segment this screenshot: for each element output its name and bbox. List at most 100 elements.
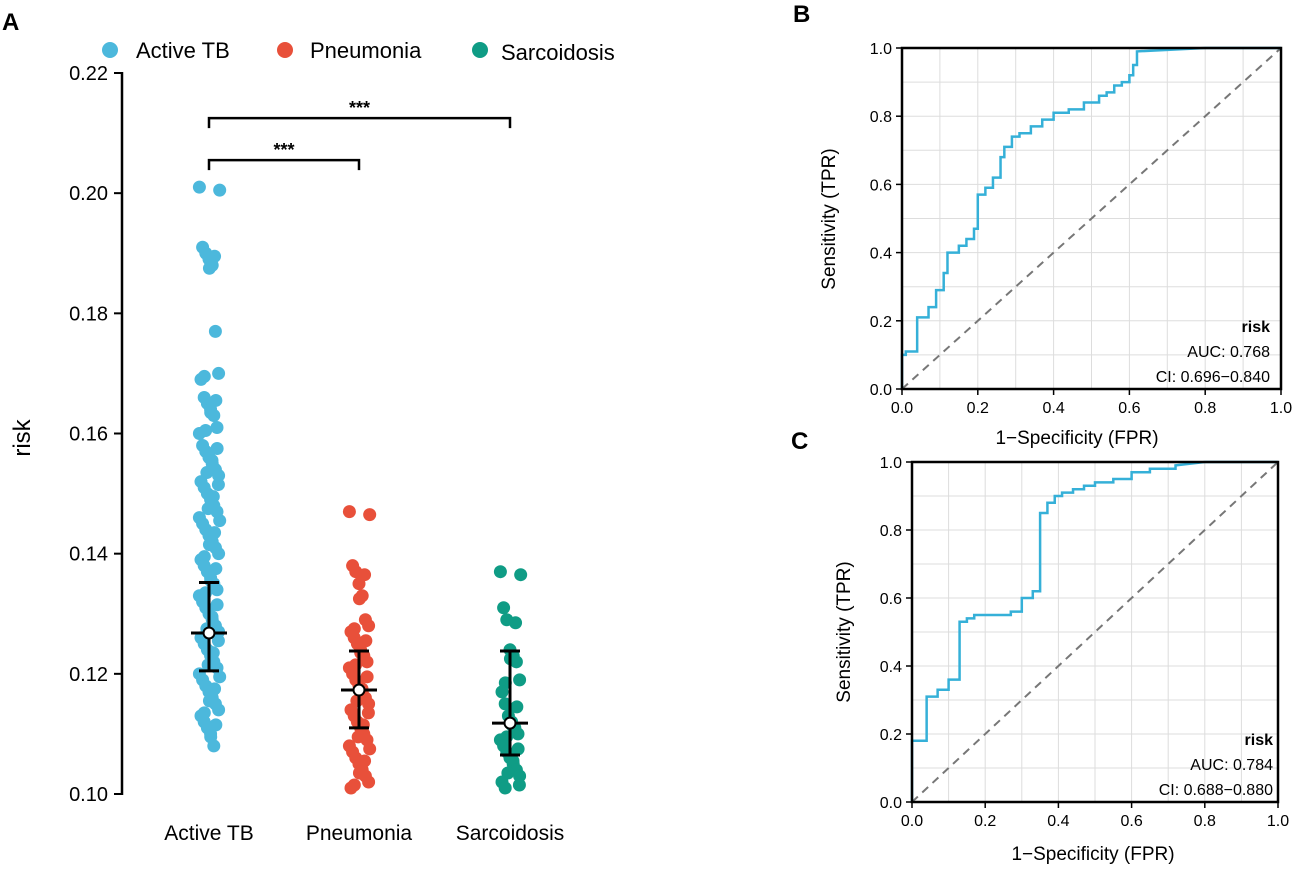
- auc-label: AUC: 0.784: [1190, 757, 1273, 774]
- y-tick-label: 0.0: [870, 382, 892, 399]
- y-axis-ticks: 0.0 0.2 0.4 0.6 0.8 1.0: [880, 455, 912, 812]
- y-tick-label: 0.2: [880, 727, 902, 744]
- x-tick-label: 0.4: [1047, 813, 1069, 830]
- grid: [911, 461, 1279, 803]
- median-marker-pneumonia: [352, 683, 366, 697]
- data-point-sarcoidosis: [513, 769, 527, 783]
- legend-title: risk: [1245, 732, 1274, 749]
- data-point-sarcoidosis: [509, 655, 523, 669]
- data-point-active-tb: [213, 514, 227, 528]
- median-marker-sarcoidosis: [503, 716, 517, 730]
- x-tick-label: Sarcoidosis: [456, 822, 565, 845]
- legend-marker-pneumonia: [277, 42, 293, 58]
- significance-label: ***: [349, 98, 370, 118]
- y-tick-label: 1.0: [870, 41, 892, 58]
- data-point-sarcoidosis: [498, 697, 512, 711]
- y-tick-label: 0.8: [870, 109, 892, 126]
- data-point-active-tb: [212, 366, 226, 380]
- x-tick-label: 0.2: [974, 813, 996, 830]
- data-point-sarcoidosis: [514, 568, 528, 582]
- plot-frame: [900, 46, 1283, 391]
- data-point-active-tb: [211, 634, 225, 648]
- x-axis-ticks: 0.0 0.2 0.4 0.6 0.8 1.0: [901, 802, 1289, 830]
- y-tick-label: 0.8: [880, 523, 902, 540]
- legend-label-active-tb: Active TB: [136, 38, 230, 63]
- x-tick-label: Active TB: [164, 822, 253, 845]
- y-axis-ticks: 0.10 0.12 0.14 0.16 0.18 0.20 0.22: [69, 63, 122, 806]
- ci-label: CI: 0.688−0.880: [1159, 782, 1273, 799]
- y-tick-label: 0.16: [69, 424, 108, 446]
- data-point-active-tb: [213, 670, 227, 684]
- data-point-pneumonia: [363, 508, 377, 522]
- data-point-sarcoidosis: [509, 616, 523, 630]
- significance-label: ***: [273, 140, 294, 160]
- median-marker-active-tb: [202, 626, 216, 640]
- x-axis-label: 1−Specificity (FPR): [1011, 844, 1174, 865]
- legend: Active TB Pneumonia Sarcoidosis: [102, 38, 615, 65]
- data-point-active-tb: [210, 442, 224, 456]
- y-tick-label: 0.4: [870, 246, 892, 263]
- panel-label-a: A: [2, 9, 19, 36]
- x-tick-label: 0.8: [1194, 813, 1216, 830]
- chance-diagonal: [901, 47, 1282, 390]
- data-point-sarcoidosis: [511, 727, 525, 741]
- data-point-sarcoidosis: [497, 601, 511, 615]
- panel-a-dot-plot: Active TB Pneumonia Sarcoidosis 0.10 0.12…: [9, 38, 615, 845]
- data-point-sarcoidosis: [510, 700, 524, 714]
- y-axis-label: Sensitivity (TPR): [819, 148, 840, 289]
- x-axis-category-labels: Active TB Pneumonia Sarcoidosis: [164, 822, 564, 845]
- y-tick-label: 0.2: [870, 314, 892, 331]
- data-point-pneumonia: [361, 706, 375, 720]
- y-tick-label: 0.10: [69, 784, 108, 806]
- x-tick-label: 0.0: [901, 813, 923, 830]
- data-point-sarcoidosis: [495, 685, 509, 699]
- data-point-active-tb: [213, 183, 227, 197]
- x-axis-label: 1−Specificity (FPR): [995, 428, 1158, 449]
- median-iqr-markers: [191, 581, 528, 757]
- x-tick-label: 1.0: [1270, 400, 1292, 417]
- significance-bracket: [207, 158, 361, 171]
- y-tick-label: 0.6: [880, 591, 902, 608]
- data-point-pneumonia: [360, 670, 374, 684]
- data-point-pneumonia: [362, 619, 376, 633]
- data-point-sarcoidosis: [513, 673, 527, 687]
- panel-label-c: C: [791, 428, 808, 455]
- data-point-pneumonia: [352, 592, 366, 606]
- data-point-pneumonia: [362, 697, 376, 711]
- x-tick-label: 0.8: [1194, 400, 1216, 417]
- significance-brackets: *** ***: [207, 98, 512, 171]
- data-point-pneumonia: [362, 775, 376, 789]
- ci-label: CI: 0.696−0.840: [1156, 369, 1270, 386]
- data-point-active-tb: [202, 261, 216, 275]
- y-tick-label: 0.12: [69, 664, 108, 686]
- x-tick-label: 0.6: [1120, 813, 1142, 830]
- legend-label-sarcoidosis: Sarcoidosis: [501, 40, 615, 65]
- x-tick-label: 0.2: [967, 400, 989, 417]
- panel-label-b: B: [793, 1, 810, 28]
- data-point-active-tb: [207, 739, 221, 753]
- roc-curve: [910, 460, 1278, 802]
- legend-title: risk: [1242, 319, 1271, 336]
- data-point-active-tb: [211, 478, 225, 492]
- data-point-active-tb: [212, 703, 226, 717]
- y-tick-label: 0.14: [69, 544, 108, 566]
- y-tick-label: 1.0: [880, 455, 902, 472]
- roc-curve: [900, 46, 1281, 389]
- data-point-active-tb: [212, 469, 226, 483]
- y-axis-ticks: 0.0 0.2 0.4 0.6 0.8 1.0: [870, 41, 902, 399]
- auc-label: AUC: 0.768: [1187, 344, 1270, 361]
- y-tick-label: 0.20: [69, 183, 108, 205]
- x-tick-label: 1.0: [1267, 813, 1289, 830]
- data-point-pneumonia: [352, 577, 366, 591]
- legend-marker-active-tb: [102, 42, 118, 58]
- panel-b-roc-curve: 0.0 0.2 0.4 0.6 0.8 1.0 0.0 0.2 0.4 0.6 0.8 1.0 1−…: [819, 41, 1292, 449]
- data-point-pneumonia: [342, 505, 356, 519]
- data-point-active-tb: [210, 583, 224, 597]
- x-tick-label: Pneumonia: [306, 822, 413, 845]
- data-point-active-tb: [208, 324, 222, 338]
- data-point-sarcoidosis: [511, 742, 525, 756]
- legend-label-pneumonia: Pneumonia: [310, 38, 422, 63]
- data-point-sarcoidosis: [493, 565, 507, 579]
